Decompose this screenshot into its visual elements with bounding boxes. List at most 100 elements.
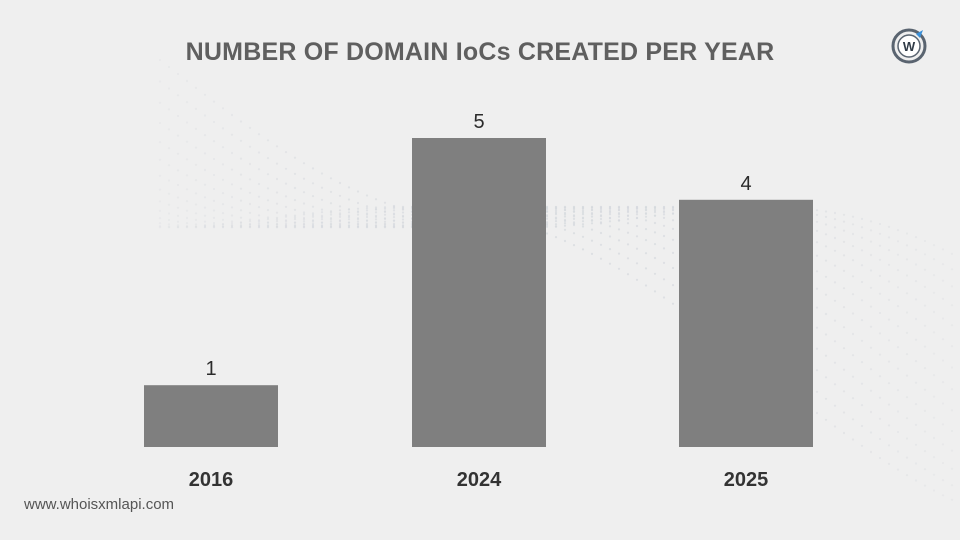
wave-dot — [221, 225, 225, 228]
wave-dot — [545, 221, 549, 224]
wave-dot — [923, 239, 927, 243]
wave-dot — [311, 205, 315, 208]
wave-dot — [878, 332, 882, 335]
wave-dot — [293, 225, 297, 228]
wave-dot — [563, 224, 567, 227]
wave-dot — [671, 302, 675, 305]
wave-dot — [203, 183, 207, 186]
wave-dot — [185, 101, 189, 104]
wave-dot — [581, 248, 585, 251]
wave-dot — [635, 213, 639, 216]
wave-dot — [626, 273, 630, 276]
wave-dot — [842, 411, 846, 414]
wave-dot — [815, 411, 819, 415]
wave-dot — [662, 261, 666, 264]
wave-dot — [869, 450, 873, 454]
wave-dot — [248, 145, 252, 148]
wave-dot — [914, 462, 918, 465]
wave-dot — [194, 163, 198, 166]
wave-dot — [599, 209, 603, 213]
wave-dot — [329, 202, 333, 205]
wave-dot — [212, 157, 216, 161]
wave-dot — [932, 310, 936, 314]
wave-dot — [878, 437, 882, 441]
wave-dot — [401, 211, 405, 214]
wave-dot — [581, 217, 585, 220]
wave-dot — [257, 214, 261, 217]
wave-dot — [941, 381, 945, 384]
wave-dot — [176, 72, 180, 76]
wave-dot — [185, 209, 189, 212]
wave-dot — [563, 215, 567, 218]
wave-dot — [194, 203, 198, 206]
wave-dot — [545, 222, 549, 225]
wave-dot — [617, 228, 621, 231]
wave-dot — [842, 269, 846, 272]
wave-dot — [932, 274, 936, 277]
wave-dot — [554, 206, 558, 209]
wave-dot — [401, 218, 405, 221]
wave-dot — [869, 325, 873, 328]
wave-dot — [311, 219, 315, 222]
wave-dot — [275, 202, 279, 205]
wave-dot — [869, 431, 873, 434]
wave-dot — [248, 191, 252, 194]
wave-dot — [572, 215, 576, 218]
wave-dot — [284, 226, 288, 229]
wave-dot — [563, 222, 567, 225]
wave-dot — [257, 168, 261, 171]
wave-dot — [266, 173, 270, 176]
wave-dot — [383, 223, 387, 226]
wave-dot — [365, 209, 369, 212]
wave-dot — [284, 224, 288, 227]
wave-dot — [239, 173, 243, 176]
wave-dot — [914, 381, 918, 384]
wave-dot — [905, 274, 909, 277]
wave-dot — [239, 225, 243, 228]
wave-dot — [896, 389, 900, 392]
wave-dot — [275, 177, 279, 181]
wave-dot — [221, 223, 225, 226]
wave-dot — [275, 226, 279, 229]
wave-dot — [320, 221, 324, 224]
wave-dot — [203, 226, 207, 229]
wave-dot — [185, 121, 189, 124]
wave-dot — [401, 208, 405, 211]
wave-dot — [194, 218, 198, 221]
wave-dot — [185, 225, 189, 228]
wave-dot — [194, 146, 198, 149]
wave-dot — [329, 177, 333, 180]
data-label-2016: 1 — [205, 358, 216, 380]
wave-dot — [194, 192, 198, 195]
wave-dot — [266, 139, 270, 142]
wave-dot — [815, 229, 819, 232]
wave-dot — [167, 203, 171, 206]
wave-dot — [833, 361, 837, 364]
wave-dot — [608, 220, 612, 223]
wave-dot — [554, 225, 558, 228]
wave-dot — [365, 224, 369, 228]
wave-dot — [932, 456, 936, 459]
wave-dot — [284, 167, 288, 170]
wave-dot — [815, 254, 819, 257]
wave-dot — [329, 223, 333, 226]
wave-dot — [275, 223, 279, 226]
wave-dot — [194, 107, 198, 110]
wave-dot — [230, 206, 234, 209]
wave-dot — [653, 209, 657, 212]
category-label-2025: 2025 — [724, 469, 769, 491]
category-label-2024: 2024 — [457, 469, 502, 491]
wave-dot — [338, 194, 342, 197]
wave-dot — [815, 306, 819, 309]
wave-dot — [365, 207, 369, 210]
wave-dot — [293, 214, 297, 217]
wave-dot — [905, 353, 909, 356]
wave-dot — [185, 200, 189, 203]
wave-dot — [311, 224, 315, 227]
wave-dot — [842, 390, 846, 393]
wave-dot — [824, 259, 828, 262]
wave-dot — [923, 484, 927, 487]
wave-dot — [338, 222, 342, 225]
wave-dot — [392, 212, 396, 215]
wave-dot — [599, 243, 603, 246]
